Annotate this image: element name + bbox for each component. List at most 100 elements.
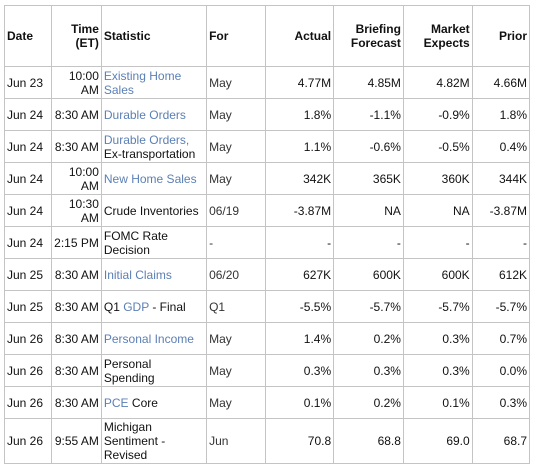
cell-prior: 0.0%: [471, 354, 531, 387]
statistic-link[interactable]: New Home Sales: [103, 171, 197, 186]
cell-briefing-forecast: 365K: [333, 162, 404, 195]
cell-statistic: Michigan Sentiment - Revised: [100, 418, 208, 464]
table-row: Jun 23 10:00 AM Existing Home Sales May 4.77…: [4, 66, 531, 99]
economic-calendar-table: Date Time (ET) Statistic For Actual Brief…: [4, 5, 531, 464]
cell-statistic: Existing Home Sales: [100, 66, 208, 99]
cell-market-expects: -0.5%: [402, 130, 473, 163]
cell-actual: 0.1%: [265, 386, 335, 419]
cell-date: Jun 24: [4, 162, 52, 195]
header-briefing-forecast: Briefing Forecast: [333, 5, 404, 67]
cell-date: Jun 26: [4, 418, 52, 464]
statistic-link[interactable]: Existing Home Sales: [103, 68, 182, 97]
statistic-link[interactable]: PCE: [103, 395, 129, 410]
cell-prior: 1.8%: [471, 98, 531, 131]
cell-time: 8:30 AM: [50, 322, 102, 355]
cell-market-expects: 69.0: [402, 418, 473, 464]
cell-briefing-forecast: NA: [333, 194, 404, 227]
cell-prior: 0.4%: [471, 130, 531, 163]
header-for: For: [206, 5, 267, 67]
cell-statistic: Durable Orders, Ex-transportation: [100, 130, 208, 163]
cell-date: Jun 24: [4, 194, 52, 227]
cell-statistic: Q1 GDP - Final: [100, 290, 208, 323]
statistic-suffix: Ex-transportation: [103, 146, 196, 161]
cell-time: 8:30 AM: [50, 386, 102, 419]
statistic-link[interactable]: Initial Claims: [103, 267, 172, 282]
header-briefing-line1: Briefing: [355, 22, 401, 36]
statistic-link[interactable]: GDP: [123, 299, 150, 314]
cell-time: 2:15 PM: [50, 226, 102, 259]
cell-briefing-forecast: 0.3%: [333, 354, 404, 387]
table-row: Jun 26 8:30 AM Personal Income May 1.4% 0.2% 0…: [4, 322, 531, 355]
cell-for: 06/20: [206, 258, 267, 291]
cell-date: Jun 26: [4, 354, 52, 387]
cell-date: Jun 25: [4, 258, 52, 291]
cell-date: Jun 24: [4, 226, 52, 259]
statistic-label: FOMC Rate Decision: [103, 228, 168, 257]
statistic-link[interactable]: Durable Orders,: [103, 132, 190, 147]
statistic-label: Michigan Sentiment - Revised: [103, 420, 166, 462]
cell-statistic: Durable Orders: [100, 98, 208, 131]
cell-actual: 627K: [265, 258, 335, 291]
cell-for: May: [206, 354, 267, 387]
cell-briefing-forecast: 600K: [333, 258, 404, 291]
table-row: Jun 25 8:30 AM Initial Claims 06/20 627K 600K…: [4, 258, 531, 291]
cell-market-expects: -: [402, 226, 473, 259]
cell-prior: 612K: [471, 258, 531, 291]
header-statistic: Statistic: [100, 5, 208, 67]
statistic-label: Personal Spending: [103, 356, 155, 385]
cell-for: May: [206, 322, 267, 355]
header-date: Date: [4, 5, 52, 67]
header-time-line2: (ET): [75, 36, 99, 50]
cell-prior: 344K: [471, 162, 531, 195]
table-row: Jun 26 9:55 AM Michigan Sentiment - Revise…: [4, 418, 531, 464]
cell-statistic: FOMC Rate Decision: [100, 226, 208, 259]
cell-prior: -5.7%: [471, 290, 531, 323]
table-row: Jun 26 8:30 AM Personal Spending May 0.3% 0.3…: [4, 354, 531, 387]
cell-time: 8:30 AM: [50, 354, 102, 387]
cell-market-expects: 0.3%: [402, 354, 473, 387]
cell-prior: 4.66M: [471, 66, 531, 99]
statistic-link[interactable]: Durable Orders: [103, 107, 186, 122]
cell-for: -: [206, 226, 267, 259]
header-market-expects: Market Expects: [402, 5, 473, 67]
statistic-suffix: Core: [128, 395, 158, 410]
table-row: Jun 26 8:30 AM PCE Core May 0.1% 0.2% 0.1% 0.3%: [4, 386, 531, 419]
cell-for: May: [206, 130, 267, 163]
cell-date: Jun 24: [4, 98, 52, 131]
cell-for: May: [206, 66, 267, 99]
cell-actual: -3.87M: [265, 194, 335, 227]
cell-market-expects: 0.1%: [402, 386, 473, 419]
statistic-label: Crude Inventories: [103, 203, 199, 218]
cell-briefing-forecast: -: [333, 226, 404, 259]
cell-actual: 4.77M: [265, 66, 335, 99]
cell-briefing-forecast: 0.2%: [333, 322, 404, 355]
cell-time: 8:30 AM: [50, 98, 102, 131]
cell-actual: 342K: [265, 162, 335, 195]
cell-time: 10:30 AM: [50, 194, 102, 227]
cell-prior: -3.87M: [471, 194, 531, 227]
cell-actual: 1.1%: [265, 130, 335, 163]
statistic-prefix: Q1: [103, 299, 124, 314]
statistic-link[interactable]: Personal Income: [103, 331, 194, 346]
cell-time: 8:30 AM: [50, 258, 102, 291]
cell-actual: 0.3%: [265, 354, 335, 387]
cell-prior: 0.7%: [471, 322, 531, 355]
cell-prior: 0.3%: [471, 386, 531, 419]
cell-date: Jun 24: [4, 130, 52, 163]
cell-date: Jun 26: [4, 386, 52, 419]
cell-briefing-forecast: 0.2%: [333, 386, 404, 419]
cell-prior: -: [471, 226, 531, 259]
header-briefing-line2: Forecast: [350, 36, 401, 50]
cell-briefing-forecast: 68.8: [333, 418, 404, 464]
cell-date: Jun 25: [4, 290, 52, 323]
cell-briefing-forecast: 4.85M: [333, 66, 404, 99]
cell-actual: 1.8%: [265, 98, 335, 131]
table-row: Jun 24 2:15 PM FOMC Rate Decision - - - - -: [4, 226, 531, 259]
cell-statistic: PCE Core: [100, 386, 208, 419]
cell-date: Jun 26: [4, 322, 52, 355]
cell-for: May: [206, 98, 267, 131]
cell-time: 10:00 AM: [50, 66, 102, 99]
cell-briefing-forecast: -5.7%: [333, 290, 404, 323]
cell-actual: 70.8: [265, 418, 335, 464]
cell-prior: 68.7: [471, 418, 531, 464]
